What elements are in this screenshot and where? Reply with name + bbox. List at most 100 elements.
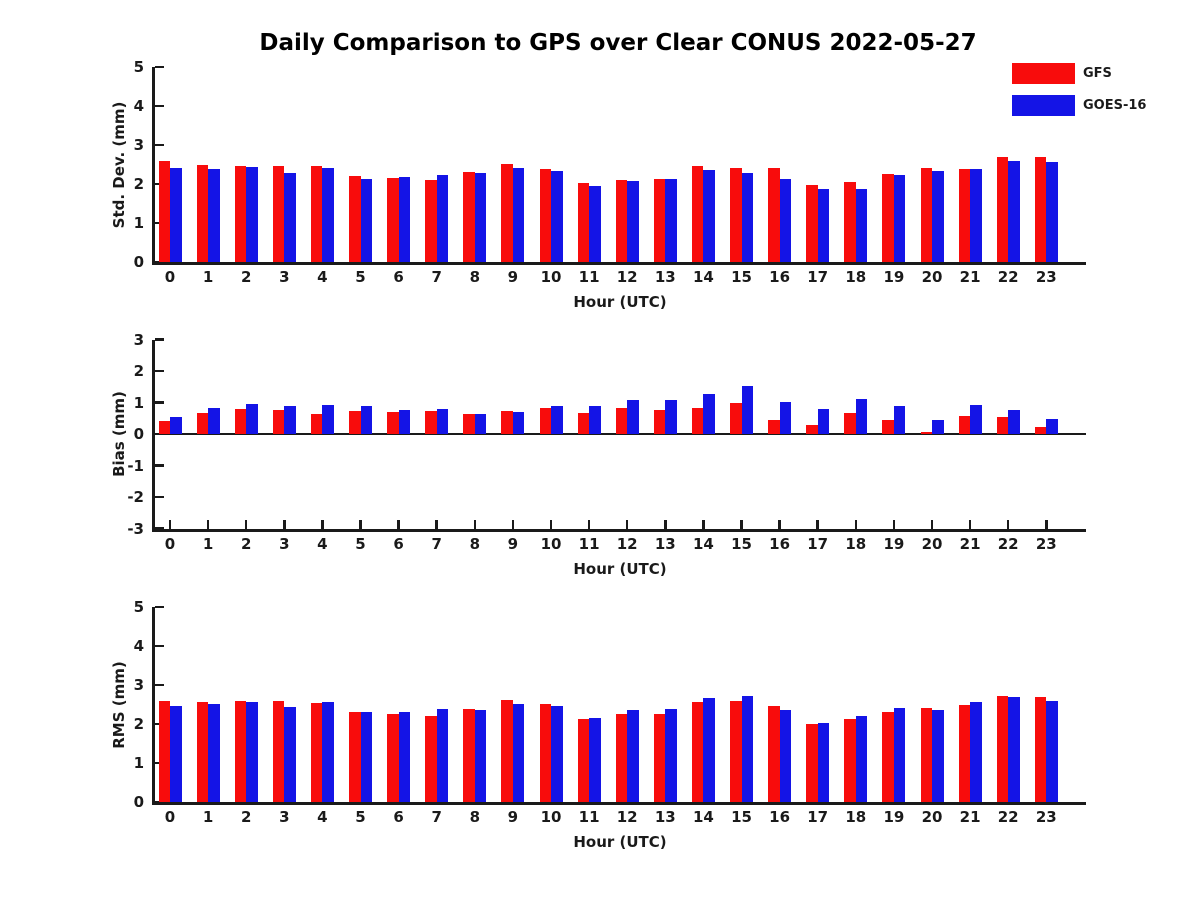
x-tick-label: 15: [731, 268, 752, 286]
bar-goes-16-h9: [512, 411, 525, 434]
x-tick-label: 13: [654, 808, 676, 826]
bar-gfs-h16: [768, 419, 780, 434]
y-tick: [155, 401, 164, 404]
x-tick-label: 21: [959, 268, 981, 286]
x-tick: [168, 519, 172, 529]
bar-goes-16-h0: [170, 705, 182, 802]
x-tick-label: 6: [393, 534, 404, 553]
x-tick-label: 0: [164, 268, 176, 286]
x-tick-label: 0: [164, 808, 176, 826]
bar-gfs-h5: [349, 175, 361, 262]
y-tick-label: 3: [133, 330, 144, 349]
bar-gfs-h2: [234, 408, 247, 434]
bar-goes-16-h3: [284, 172, 296, 262]
x-tick-label: 1: [202, 534, 214, 553]
x-tick-label: 19: [883, 534, 905, 553]
bar-gfs-h8: [463, 171, 475, 262]
y-tick: [155, 338, 164, 341]
bar-gfs-h6: [387, 411, 399, 434]
bar-gfs-h15: [730, 168, 742, 262]
bar-goes-16-h18: [855, 715, 868, 802]
legend-swatch-goes16: [1012, 95, 1075, 116]
x-tick-label: 19: [883, 808, 905, 826]
x-tick-label: 16: [769, 534, 791, 553]
bar-goes-16-h4: [322, 405, 334, 434]
bar-goes-16-h2: [246, 404, 258, 434]
bar-goes-16-h10: [551, 171, 563, 262]
x-tick-label: 20: [921, 808, 943, 826]
bar-gfs-h10: [539, 704, 551, 802]
y-tick-label: 5: [133, 598, 144, 616]
bar-goes-16-h13: [665, 179, 677, 262]
x-tick-label: 23: [1035, 534, 1057, 553]
bar-goes-16-h21: [970, 404, 982, 434]
bar-gfs-h22: [996, 417, 1009, 434]
y-tick-label: 2: [133, 715, 144, 733]
x-tick-label: 0: [164, 534, 176, 553]
bar-goes-16-h0: [170, 416, 182, 434]
x-tick-label: 6: [393, 808, 404, 826]
bar-gfs-h21: [958, 704, 971, 802]
bar-goes-16-h12: [627, 180, 639, 262]
bar-goes-16-h17: [817, 408, 830, 434]
x-tick: [1045, 519, 1048, 529]
bar-goes-16-h3: [284, 406, 296, 434]
bar-goes-16-h0: [170, 167, 182, 262]
bar-goes-16-h7: [436, 409, 449, 434]
x-tick: [359, 519, 362, 529]
bar-goes-16-h9: [512, 168, 525, 262]
bar-gfs-h18: [844, 412, 856, 434]
y-tick-label: 2: [133, 362, 144, 380]
bar-goes-16-h16: [779, 401, 792, 434]
y-tick: [155, 644, 164, 648]
bar-goes-16-h6: [398, 410, 411, 434]
bar-goes-16-h13: [665, 399, 677, 434]
bar-gfs-h0: [158, 700, 170, 802]
bar-goes-16-h18: [855, 188, 868, 262]
bar-gfs-h2: [234, 165, 247, 262]
bar-gfs-h18: [844, 718, 856, 802]
bar-gfs-h20: [920, 431, 932, 434]
x-axis-label: Hour (UTC): [573, 559, 667, 578]
x-tick: [892, 519, 896, 529]
y-tick-label: 5: [133, 58, 144, 76]
bar-gfs-h1: [196, 412, 209, 434]
y-tick: [155, 605, 164, 609]
x-tick: [968, 519, 972, 529]
bar-gfs-h23: [1034, 157, 1047, 262]
bar-gfs-h16: [768, 168, 780, 262]
bar-gfs-h3: [272, 409, 285, 434]
bar-gfs-h8: [463, 413, 475, 434]
x-tick: [549, 519, 553, 529]
bar-gfs-h19: [882, 420, 894, 434]
bar-goes-16-h1: [208, 169, 220, 262]
bar-gfs-h0: [158, 420, 170, 434]
y-tick-label: 1: [133, 214, 144, 232]
x-tick-label: 2: [240, 808, 252, 826]
x-tick-label: 5: [355, 534, 366, 553]
bar-gfs-h12: [615, 180, 628, 262]
x-tick-label: 10: [540, 808, 562, 826]
bar-goes-16-h15: [741, 173, 753, 262]
bar-gfs-h0: [158, 161, 170, 262]
x-tick-label: 7: [431, 808, 442, 826]
y-axis-spine: [152, 67, 155, 265]
bar-gfs-h8: [463, 708, 475, 802]
bar-goes-16-h18: [855, 399, 868, 434]
bar-goes-16-h17: [817, 189, 830, 262]
y-tick-label: 4: [133, 637, 144, 655]
bar-gfs-h9: [501, 164, 513, 262]
x-tick: [1006, 519, 1010, 529]
bar-gfs-h2: [234, 700, 247, 802]
x-tick-label: 16: [769, 808, 791, 826]
x-tick-label: 17: [807, 534, 829, 553]
y-tick-label: 4: [133, 97, 144, 115]
x-tick: [702, 519, 705, 529]
bar-goes-16-h10: [551, 405, 563, 434]
x-tick-label: 20: [921, 534, 943, 553]
y-tick: [155, 527, 164, 530]
bar-gfs-h13: [653, 179, 666, 262]
bar-gfs-h22: [996, 157, 1009, 262]
x-tick-label: 11: [578, 808, 600, 826]
x-tick-label: 8: [469, 808, 481, 826]
